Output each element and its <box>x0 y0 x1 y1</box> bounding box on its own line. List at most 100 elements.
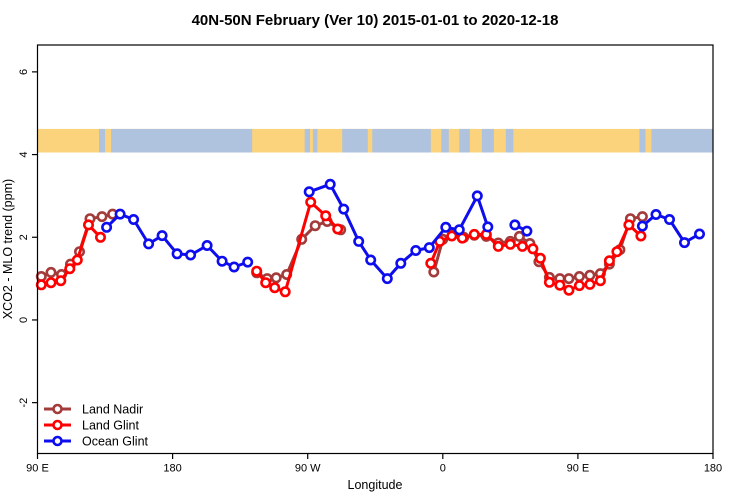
data-point-land-nadir <box>513 230 525 242</box>
data-point-ocean-glint <box>324 178 336 190</box>
data-point-ocean-glint <box>242 256 254 268</box>
map-band-ocean-segment <box>342 128 368 153</box>
map-band-ocean-segment <box>459 128 470 153</box>
data-point-land-glint <box>492 240 504 252</box>
y-axis-ticks: -2 0 2 4 6 <box>18 69 38 408</box>
data-point-ocean-glint <box>185 249 197 261</box>
data-point-land-glint <box>504 238 516 250</box>
data-point-ocean-glint <box>228 261 240 273</box>
data-point-ocean-glint <box>156 230 168 242</box>
y-tick-label: 6 <box>18 69 30 75</box>
data-point-land-glint <box>251 265 263 277</box>
data-point-ocean-glint <box>365 254 377 266</box>
data-point-ocean-glint <box>353 235 365 247</box>
data-point-ocean-glint <box>471 190 483 202</box>
data-point-ocean-glint <box>216 255 228 267</box>
data-point-land-glint <box>635 230 647 242</box>
x-tick-label: 90 W <box>295 463 321 475</box>
data-point-land-glint <box>534 252 546 264</box>
map-band-ocean-segment <box>312 128 318 153</box>
x-tick-label: 180 <box>704 463 722 475</box>
data-point-land-glint <box>563 284 575 296</box>
x-tick-label: 0 <box>440 463 446 475</box>
data-point-ocean-glint <box>440 221 452 233</box>
x-axis-label: Longitude <box>348 478 403 492</box>
legend-marker-land-nadir <box>52 403 63 415</box>
data-point-land-glint <box>603 255 615 267</box>
data-point-land-glint <box>611 246 623 258</box>
data-point-ocean-glint <box>482 221 494 233</box>
map-band-ocean-segment <box>99 128 106 153</box>
data-point-land-glint <box>446 230 458 242</box>
map-band-ocean-segment <box>651 128 713 153</box>
data-point-ocean-glint <box>693 228 705 240</box>
data-point-land-glint <box>468 228 480 240</box>
data-point-land-glint <box>95 231 107 243</box>
x-tick-label: 180 <box>163 463 181 475</box>
x-axis-ticks: 90 E 180 90 W 0 90 E 180 <box>26 453 722 475</box>
data-point-ocean-glint <box>509 219 521 231</box>
data-point-ocean-glint <box>114 208 126 220</box>
chart-title: 40N-50N February (Ver 10) 2015-01-01 to … <box>192 12 559 29</box>
data-point-land-glint <box>260 277 272 289</box>
data-point-land-glint <box>594 275 606 287</box>
x-tick-label: 90 E <box>567 463 590 475</box>
data-point-land-glint <box>279 286 291 298</box>
y-tick-label: 0 <box>18 317 30 323</box>
data-point-land-glint <box>45 277 57 289</box>
data-point-land-glint <box>35 279 47 291</box>
data-point-land-nadir <box>428 266 440 278</box>
data-point-land-glint <box>71 254 83 266</box>
data-point-ocean-glint <box>650 209 662 221</box>
data-point-land-glint <box>573 280 585 292</box>
data-point-land-glint <box>269 282 281 294</box>
legend-marker-ocean-glint <box>52 435 63 447</box>
data-point-land-glint <box>305 196 317 208</box>
data-point-ocean-glint <box>636 220 648 232</box>
data-point-land-glint <box>554 279 566 291</box>
data-point-land-glint <box>527 243 539 255</box>
world-map-band <box>37 128 713 153</box>
data-point-land-glint <box>425 257 437 269</box>
data-point-land-nadir <box>636 211 648 223</box>
data-point-land-nadir <box>584 269 596 281</box>
data-point-ocean-glint <box>143 238 155 250</box>
plot-border <box>36 44 714 455</box>
data-point-ocean-glint <box>453 224 465 236</box>
x-tick-label: 90 E <box>26 463 49 475</box>
legend-label-ocean-glint: Ocean Glint <box>82 435 149 449</box>
data-point-land-nadir <box>573 270 585 282</box>
data-point-land-glint <box>83 219 95 231</box>
data-point-ocean-glint <box>395 257 407 269</box>
map-band-ocean-segment <box>111 128 253 153</box>
data-point-ocean-glint <box>381 273 393 285</box>
data-point-land-nadir <box>563 273 575 285</box>
y-tick-label: 2 <box>18 234 30 240</box>
data-series-group <box>35 178 705 298</box>
data-point-ocean-glint <box>410 245 422 257</box>
data-point-ocean-glint <box>338 203 350 215</box>
data-point-land-glint <box>623 219 635 231</box>
data-point-land-glint <box>543 276 555 288</box>
data-point-land-glint <box>64 263 76 275</box>
data-point-ocean-glint <box>521 225 533 237</box>
data-point-land-glint <box>320 210 332 222</box>
legend-label-land-nadir: Land Nadir <box>82 403 143 417</box>
map-band-ocean-segment <box>481 128 494 153</box>
data-point-land-glint <box>332 223 344 235</box>
data-point-ocean-glint <box>171 248 183 260</box>
y-axis-label: XCO2 - MLO trend (ppm) <box>1 179 15 319</box>
data-point-land-glint <box>584 278 596 290</box>
data-point-ocean-glint <box>678 237 690 249</box>
chart-legend: Land Nadir Land Glint Ocean Glint <box>44 403 149 449</box>
y-tick-label: 4 <box>18 152 30 158</box>
data-point-land-glint <box>516 240 528 252</box>
map-band-ocean-segment <box>441 128 449 153</box>
y-tick-label: -2 <box>18 398 30 408</box>
map-band-ocean-segment <box>639 128 646 153</box>
data-point-land-glint <box>55 275 67 287</box>
map-band-ocean-segment <box>505 128 514 153</box>
map-band-ocean-segment <box>372 128 431 153</box>
